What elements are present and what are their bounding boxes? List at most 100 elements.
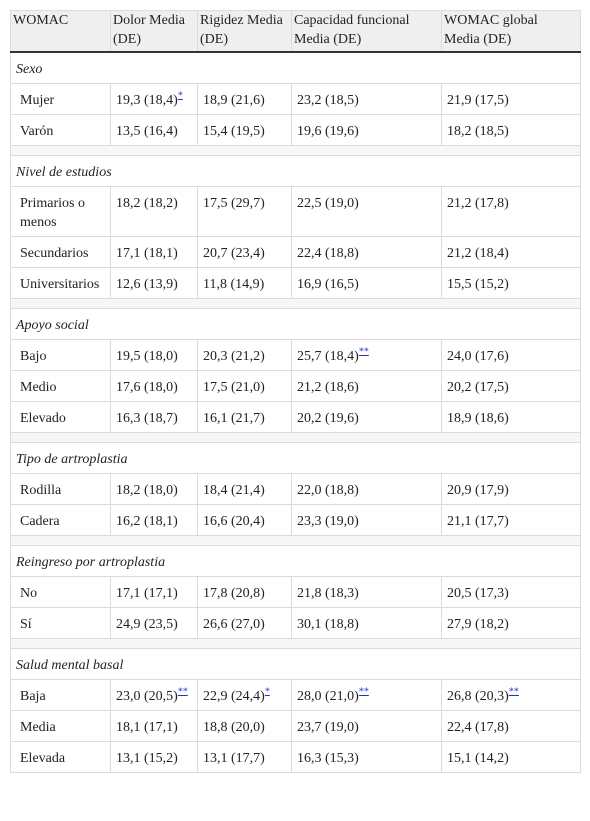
- value-cell: 17,5 (21,0): [197, 370, 292, 402]
- value-cell: 28,0 (21,0)**: [291, 679, 442, 711]
- value-cell: 18,9 (18,6): [441, 401, 581, 433]
- value-cell: 23,2 (18,5): [291, 83, 442, 115]
- value-cell: 16,3 (18,7): [110, 401, 198, 433]
- row-label: Secundarios: [10, 236, 111, 268]
- row-label: Sí: [10, 607, 111, 639]
- value-cell: 26,6 (27,0): [197, 607, 292, 639]
- footnote-link[interactable]: *: [264, 686, 270, 698]
- row-label: Elevada: [10, 741, 111, 773]
- value-cell: 22,5 (19,0): [291, 186, 442, 237]
- data-row: Sí 24,9 (23,5) 26,6 (27,0) 30,1 (18,8) 27,9 …: [10, 607, 581, 639]
- value-cell: 23,7 (19,0): [291, 710, 442, 742]
- value-cell: 23,3 (19,0): [291, 504, 442, 536]
- spacer-row: [10, 638, 581, 649]
- value-cell: 30,1 (18,8): [291, 607, 442, 639]
- value-cell: 18,1 (17,1): [110, 710, 198, 742]
- value-cell: 11,8 (14,9): [197, 267, 292, 299]
- value-cell: 17,8 (20,8): [197, 576, 292, 608]
- value-cell: 16,1 (21,7): [197, 401, 292, 433]
- value-cell: 23,0 (20,5)**: [110, 679, 198, 711]
- value-cell: 22,4 (17,8): [441, 710, 581, 742]
- spacer-row: [10, 298, 581, 309]
- spacer-row: [10, 145, 581, 156]
- value-cell: 25,7 (18,4)**: [291, 339, 442, 371]
- data-row: Media 18,1 (17,1) 18,8 (20,0) 23,7 (19,0) 22…: [10, 710, 581, 742]
- row-label: Elevado: [10, 401, 111, 433]
- footnote-link[interactable]: *: [177, 90, 183, 102]
- value-cell: 21,2 (17,8): [441, 186, 581, 237]
- footnote-link[interactable]: **: [358, 686, 369, 698]
- row-label: Bajo: [10, 339, 111, 371]
- data-row: Rodilla 18,2 (18,0) 18,4 (21,4) 22,0 (18,8)…: [10, 473, 581, 505]
- value-cell: 17,1 (18,1): [110, 236, 198, 268]
- value-cell: 18,2 (18,0): [110, 473, 198, 505]
- spacer-cell: [10, 432, 581, 443]
- value-cell: 26,8 (20,3)**: [441, 679, 581, 711]
- value-cell: 15,5 (15,2): [441, 267, 581, 299]
- row-label: Primarios o menos: [10, 186, 111, 237]
- value-cell: 20,7 (23,4): [197, 236, 292, 268]
- value-cell: 16,3 (15,3): [291, 741, 442, 773]
- section-title: Sexo: [10, 51, 581, 84]
- value-cell: 27,9 (18,2): [441, 607, 581, 639]
- row-label: Cadera: [10, 504, 111, 536]
- spacer-cell: [10, 145, 581, 156]
- header-cell: Dolor Media (DE): [110, 10, 198, 53]
- section-row: Tipo de artroplastia: [10, 442, 581, 474]
- data-row: Secundarios 17,1 (18,1) 20,7 (23,4) 22,4 (1…: [10, 236, 581, 268]
- data-row: Varón 13,5 (16,4) 15,4 (19,5) 19,6 (19,6) 18…: [10, 114, 581, 146]
- value-text: 22,9 (24,4): [203, 689, 265, 704]
- data-row: Elevado 16,3 (18,7) 16,1 (21,7) 20,2 (19,6)…: [10, 401, 581, 433]
- spacer-row: [10, 432, 581, 443]
- row-label: Mujer: [10, 83, 111, 115]
- section-row: Sexo: [10, 51, 581, 84]
- row-label: Media: [10, 710, 111, 742]
- value-cell: 22,0 (18,8): [291, 473, 442, 505]
- data-row: No 17,1 (17,1) 17,8 (20,8) 21,8 (18,3) 20,5 …: [10, 576, 581, 608]
- value-text: 23,0 (20,5): [116, 689, 178, 704]
- value-cell: 22,4 (18,8): [291, 236, 442, 268]
- value-cell: 24,9 (23,5): [110, 607, 198, 639]
- data-row: Medio 17,6 (18,0) 17,5 (21,0) 21,2 (18,6) 20…: [10, 370, 581, 402]
- section-row: Apoyo social: [10, 308, 581, 340]
- section-title: Tipo de artroplastia: [10, 442, 581, 474]
- value-cell: 19,5 (18,0): [110, 339, 198, 371]
- section-row: Nivel de estudios: [10, 155, 581, 187]
- womac-table: WOMAC Dolor Media (DE) Rigidez Media (DE) C…: [10, 10, 581, 773]
- footnote-link[interactable]: **: [177, 686, 188, 698]
- row-label: No: [10, 576, 111, 608]
- value-cell: 20,5 (17,3): [441, 576, 581, 608]
- value-cell: 20,3 (21,2): [197, 339, 292, 371]
- value-cell: 21,2 (18,6): [291, 370, 442, 402]
- section-title: Nivel de estudios: [10, 155, 581, 187]
- value-cell: 20,2 (17,5): [441, 370, 581, 402]
- value-cell: 16,9 (16,5): [291, 267, 442, 299]
- value-cell: 16,6 (20,4): [197, 504, 292, 536]
- value-cell: 21,9 (17,5): [441, 83, 581, 115]
- spacer-cell: [10, 535, 581, 546]
- data-row: Cadera 16,2 (18,1) 16,6 (20,4) 23,3 (19,0) 2…: [10, 504, 581, 536]
- value-cell: 21,1 (17,7): [441, 504, 581, 536]
- row-label: Rodilla: [10, 473, 111, 505]
- data-row: Elevada 13,1 (15,2) 13,1 (17,7) 16,3 (15,3)…: [10, 741, 581, 773]
- footnote-link[interactable]: **: [358, 346, 369, 358]
- value-cell: 21,2 (18,4): [441, 236, 581, 268]
- value-cell: 21,8 (18,3): [291, 576, 442, 608]
- data-row: Primarios o menos 18,2 (18,2) 17,5 (29,7) 2…: [10, 186, 581, 237]
- spacer-cell: [10, 298, 581, 309]
- data-row: Bajo 19,5 (18,0) 20,3 (21,2) 25,7 (18,4)** 2…: [10, 339, 581, 371]
- header-cell: Capacidad funcional Media (DE): [291, 10, 442, 53]
- value-cell: 18,8 (20,0): [197, 710, 292, 742]
- value-text: 26,8 (20,3): [447, 689, 509, 704]
- value-cell: 18,4 (21,4): [197, 473, 292, 505]
- value-cell: 24,0 (17,6): [441, 339, 581, 371]
- value-cell: 18,2 (18,5): [441, 114, 581, 146]
- value-cell: 19,6 (19,6): [291, 114, 442, 146]
- value-cell: 13,1 (17,7): [197, 741, 292, 773]
- value-cell: 17,5 (29,7): [197, 186, 292, 237]
- footnote-link[interactable]: **: [508, 686, 519, 698]
- value-text: 25,7 (18,4): [297, 349, 359, 364]
- value-cell: 15,4 (19,5): [197, 114, 292, 146]
- header-cell: Rigidez Media (DE): [197, 10, 292, 53]
- value-cell: 18,9 (21,6): [197, 83, 292, 115]
